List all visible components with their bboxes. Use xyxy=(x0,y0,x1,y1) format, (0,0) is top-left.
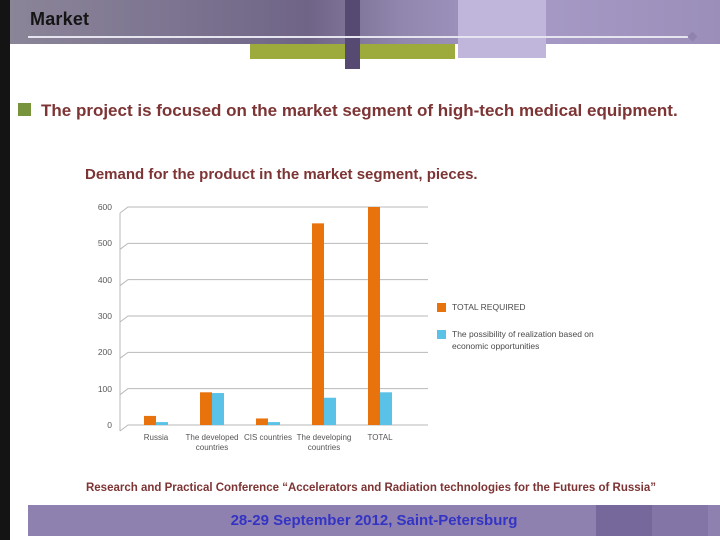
y-axis-tick-label: 300 xyxy=(97,311,112,321)
bar-segment xyxy=(324,397,336,425)
category-label: The developing countries xyxy=(296,433,352,452)
category-label: Russia xyxy=(143,433,169,442)
y-axis-tick-label: 500 xyxy=(97,238,112,249)
bar-segment xyxy=(268,422,280,425)
grid-line xyxy=(119,242,428,250)
grid-line xyxy=(119,315,428,323)
legend-swatch-icon xyxy=(437,330,446,340)
band-accent-lavender xyxy=(458,0,546,58)
left-edge-strip xyxy=(0,0,10,540)
legend-label: The possibility of realization based on … xyxy=(452,329,594,351)
conference-footer: Research and Practical Conference “Accel… xyxy=(85,482,657,494)
y-axis-tick-label: 400 xyxy=(97,274,112,285)
chart-title: Demand for the product in the market seg… xyxy=(85,166,478,183)
bullet-paragraph: The project is focused on the market seg… xyxy=(18,98,704,124)
bar-segment xyxy=(200,392,212,425)
y-axis-tick-label: 600 xyxy=(97,202,112,212)
chart-legend: TOTAL REQUIRED The possibility of realiza… xyxy=(437,302,627,368)
band-accent-dark-purple xyxy=(345,0,360,69)
slide-title: Market xyxy=(30,9,90,29)
category-label: TOTAL xyxy=(367,433,393,442)
footer-bar-text: 28-29 September 2012, Saint-Petersburg xyxy=(230,512,518,529)
bar-chart: 0 100 200 300 400 500 600 Russia The developed … xyxy=(90,202,436,465)
grid-line xyxy=(119,388,428,396)
y-axis-tick-label: 100 xyxy=(97,383,112,394)
bar-segment xyxy=(156,422,168,425)
bar-segment xyxy=(368,207,380,425)
footer-bar-dark-block xyxy=(596,505,652,536)
bullet-square-icon xyxy=(18,103,31,116)
legend-label: TOTAL REQUIRED xyxy=(452,302,526,312)
grid-line xyxy=(119,206,428,214)
footer-bar: 28-29 September 2012, Saint-Petersburg xyxy=(28,505,720,536)
grid-line xyxy=(119,279,428,287)
category-label: The developed countries xyxy=(185,433,239,452)
bar-segment xyxy=(144,415,156,425)
bar-segment xyxy=(380,392,392,425)
category-label: CIS countries xyxy=(243,433,293,442)
title-underline xyxy=(28,31,698,42)
grid-line xyxy=(119,351,428,359)
footer-bar-dark-block xyxy=(652,505,708,536)
chart-plot-area xyxy=(119,206,428,432)
legend-item: The possibility of realization based on … xyxy=(437,329,627,352)
legend-swatch-icon xyxy=(437,303,446,312)
bar-segment xyxy=(256,418,268,425)
y-axis-tick-label: 200 xyxy=(97,347,112,358)
bar-segment xyxy=(312,223,324,425)
y-axis-tick-label: 0 xyxy=(107,420,112,430)
bullet-text: The project is focused on the market seg… xyxy=(41,101,678,120)
grid-line xyxy=(119,424,428,432)
bar-segment xyxy=(212,393,224,425)
legend-item: TOTAL REQUIRED xyxy=(437,302,627,313)
